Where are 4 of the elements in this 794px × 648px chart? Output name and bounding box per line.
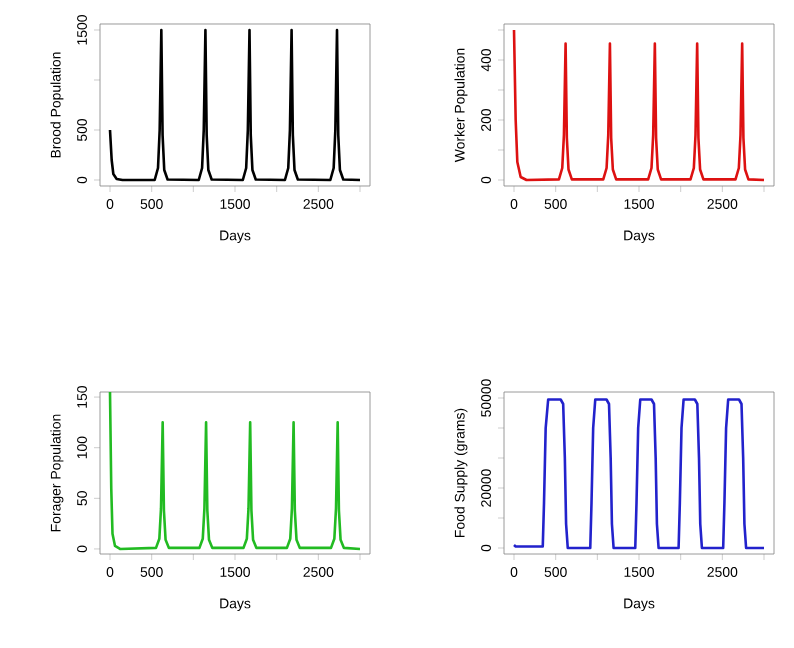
line-series bbox=[512, 28, 766, 182]
line-series bbox=[108, 28, 362, 182]
line-series bbox=[512, 398, 766, 550]
line-series bbox=[108, 392, 362, 551]
